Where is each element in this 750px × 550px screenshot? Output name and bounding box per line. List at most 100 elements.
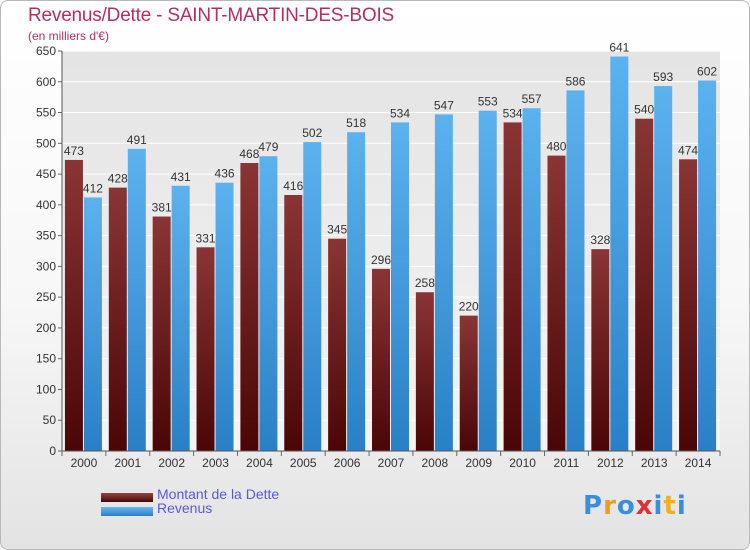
- data-label-dette-2009: 220: [459, 300, 479, 314]
- bar-dette-2012: [591, 249, 610, 451]
- data-label-revenus-2013: 593: [653, 70, 673, 84]
- x-tick-label-2011: 2011: [554, 456, 580, 470]
- data-label-dette-2012: 328: [590, 233, 610, 247]
- y-tick-label: 100: [36, 382, 56, 396]
- data-label-dette-2013: 540: [634, 103, 654, 117]
- bar-dette-2002: [152, 216, 171, 451]
- logo-letter: r: [603, 491, 617, 521]
- data-label-revenus-2001: 491: [127, 133, 147, 147]
- y-tick-label: 250: [36, 290, 56, 304]
- logo-letter: i: [653, 491, 664, 521]
- x-tick-label-2009: 2009: [465, 456, 492, 470]
- logo-letter: x: [635, 491, 654, 521]
- data-label-revenus-2006: 518: [346, 116, 366, 130]
- bar-revenus-2003: [215, 182, 234, 451]
- legend-label-dette: Montant de la Dette: [157, 486, 280, 502]
- data-label-revenus-2014: 602: [697, 65, 717, 79]
- y-tick-label: 550: [36, 106, 56, 120]
- data-label-revenus-2009: 553: [478, 95, 498, 109]
- y-tick-label: 450: [36, 167, 56, 181]
- y-tick-label: 650: [36, 44, 56, 58]
- bar-dette-2008: [415, 292, 434, 451]
- x-tick-label-2010: 2010: [509, 456, 536, 470]
- logo-letter: o: [616, 491, 636, 521]
- data-label-revenus-2011: 586: [565, 74, 585, 88]
- data-label-dette-2011: 480: [546, 140, 566, 154]
- x-tick-label-2001: 2001: [114, 456, 141, 470]
- bar-revenus-2012: [610, 56, 629, 452]
- x-tick-label-2004: 2004: [246, 456, 273, 470]
- bar-dette-2004: [240, 163, 259, 451]
- bar-revenus-2014: [698, 80, 717, 452]
- bar-revenus-2009: [478, 110, 497, 451]
- y-tick-label: 200: [36, 321, 56, 335]
- y-tick-label: 500: [36, 136, 56, 150]
- logo-letter: i: [676, 491, 687, 521]
- data-label-dette-2003: 331: [196, 231, 216, 245]
- data-label-dette-2004: 468: [239, 147, 259, 161]
- bar-revenus-2001: [127, 148, 146, 451]
- bar-revenus-2011: [566, 90, 585, 451]
- bar-revenus-2007: [391, 122, 409, 451]
- data-label-revenus-2004: 479: [258, 140, 278, 154]
- bar-dette-2007: [372, 268, 390, 451]
- data-label-dette-2002: 381: [152, 201, 172, 215]
- data-label-revenus-2005: 502: [302, 126, 322, 140]
- legend-swatch-dette: [101, 493, 153, 502]
- bar-dette-2011: [547, 155, 566, 451]
- data-label-dette-2000: 473: [64, 144, 84, 158]
- bar-revenus-2002: [171, 185, 190, 451]
- x-tick-label-2000: 2000: [71, 456, 98, 470]
- y-tick-label: 0: [49, 444, 56, 458]
- y-tick-label: 50: [43, 413, 57, 427]
- bar-revenus-2008: [434, 114, 453, 451]
- bar-dette-2009: [459, 315, 478, 451]
- bar-dette-2014: [679, 159, 698, 452]
- data-label-revenus-2003: 436: [215, 167, 235, 181]
- bar-dette-2000: [64, 159, 83, 451]
- x-tick-label-2003: 2003: [202, 456, 229, 470]
- data-label-revenus-2008: 547: [434, 98, 454, 112]
- y-tick-label: 300: [36, 259, 56, 273]
- bar-dette-2005: [284, 195, 303, 451]
- bar-dette-2001: [108, 187, 127, 451]
- y-tick-label: 600: [36, 75, 56, 89]
- bar-revenus-2004: [259, 156, 278, 451]
- data-label-revenus-2000: 412: [83, 181, 103, 195]
- logo-letter: t: [663, 491, 677, 521]
- data-label-revenus-2010: 557: [522, 92, 542, 106]
- bar-dette-2010: [503, 122, 522, 451]
- x-tick-label-2007: 2007: [378, 456, 405, 470]
- data-label-dette-2014: 474: [678, 143, 698, 157]
- data-label-dette-2001: 428: [108, 172, 128, 186]
- x-tick-label-2002: 2002: [158, 456, 185, 470]
- x-tick-label-2005: 2005: [290, 456, 317, 470]
- bar-dette-2003: [196, 247, 215, 451]
- y-tick-label: 350: [36, 229, 56, 243]
- x-tick-label-2012: 2012: [597, 456, 624, 470]
- x-tick-label-2006: 2006: [334, 456, 361, 470]
- legend-label-revenus: Revenus: [157, 500, 213, 516]
- bar-revenus-2010: [522, 108, 541, 451]
- proxiti-logo: Proxiti: [583, 491, 687, 521]
- legend-swatch-revenus: [101, 507, 153, 516]
- bar-revenus-2006: [347, 132, 366, 451]
- data-label-revenus-2012: 641: [609, 41, 629, 55]
- chart-title: Revenus/Dette - SAINT-MARTIN-DES-BOIS: [28, 5, 395, 26]
- data-label-revenus-2002: 431: [171, 170, 191, 184]
- x-tick-label-2008: 2008: [422, 456, 449, 470]
- bar-dette-2013: [635, 118, 654, 451]
- bar-revenus-2013: [654, 86, 673, 452]
- bar-dette-2006: [328, 238, 347, 451]
- data-label-dette-2007: 296: [371, 253, 391, 267]
- y-tick-label: 150: [36, 352, 56, 366]
- x-tick-label-2013: 2013: [641, 456, 668, 470]
- bar-revenus-2000: [83, 197, 102, 451]
- data-label-dette-2010: 534: [503, 106, 523, 120]
- data-label-dette-2008: 258: [415, 276, 435, 290]
- bar-revenus-2005: [303, 142, 322, 452]
- logo-letter: P: [583, 491, 604, 521]
- y-tick-label: 400: [36, 198, 56, 212]
